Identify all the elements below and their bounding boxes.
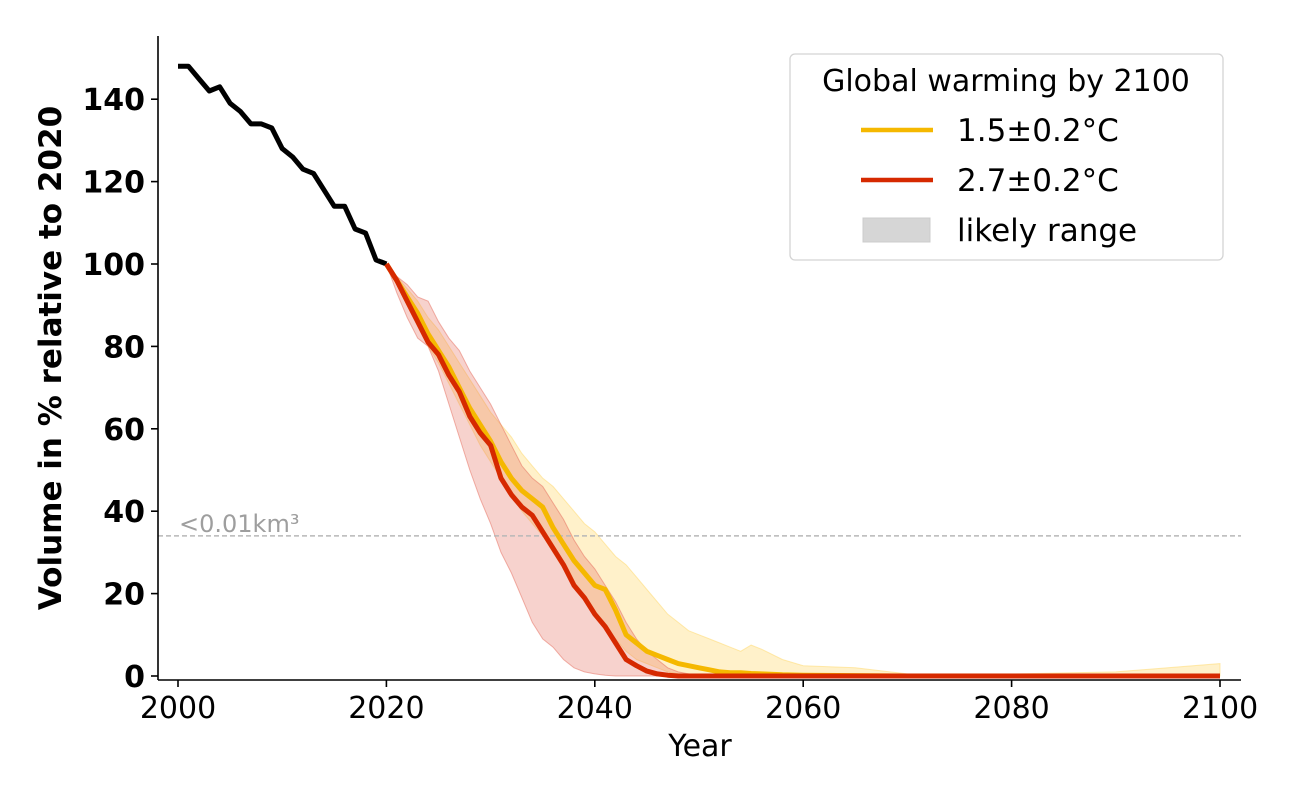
x-axis-label: Year [667, 729, 732, 764]
line-2-7 [384, 262, 1220, 679]
y-ticks: 0 20 40 60 80 100 120 140 [82, 83, 158, 695]
x-tick-label: 2080 [973, 691, 1049, 726]
x-tick-label: 2020 [348, 691, 424, 726]
legend-title: Global warming by 2100 [822, 64, 1190, 99]
legend-label-2-7: 2.7±0.2°C [957, 163, 1119, 199]
y-tick-label: 40 [103, 495, 145, 530]
y-tick-label: 120 [82, 166, 145, 201]
y-tick-label: 80 [103, 330, 145, 365]
legend-label-likely-range: likely range [957, 213, 1137, 249]
x-ticks: 2000 2020 2040 2060 2080 2100 [140, 680, 1258, 726]
likely-range-band-1-5 [385, 263, 1221, 677]
threshold-annotation: <0.01km³ [179, 510, 299, 538]
y-tick-label: 20 [103, 578, 145, 613]
x-tick-label: 2060 [765, 691, 841, 726]
y-tick-label: 0 [124, 660, 145, 695]
y-tick-label: 60 [103, 413, 145, 448]
x-tick-label: 2100 [1182, 691, 1258, 726]
x-tick-label: 2040 [557, 691, 633, 726]
likely-range-band-2-7 [385, 263, 1220, 677]
series-lines [178, 63, 1220, 679]
x-tick-label: 2000 [140, 691, 216, 726]
legend-frame [789, 53, 1224, 261]
y-axis-label: Volume in % relative to 2020 [33, 106, 69, 610]
y-tick-label: 140 [82, 83, 145, 118]
legend: Global warming by 2100 1.5±0.2°C 2.7±0.2… [789, 53, 1224, 261]
observed-line [178, 63, 388, 267]
y-tick-label: 100 [82, 248, 145, 283]
legend-swatch-likely-range [862, 217, 931, 243]
likely-range-bands [385, 263, 1221, 677]
legend-label-1-5: 1.5±0.2°C [957, 113, 1119, 149]
